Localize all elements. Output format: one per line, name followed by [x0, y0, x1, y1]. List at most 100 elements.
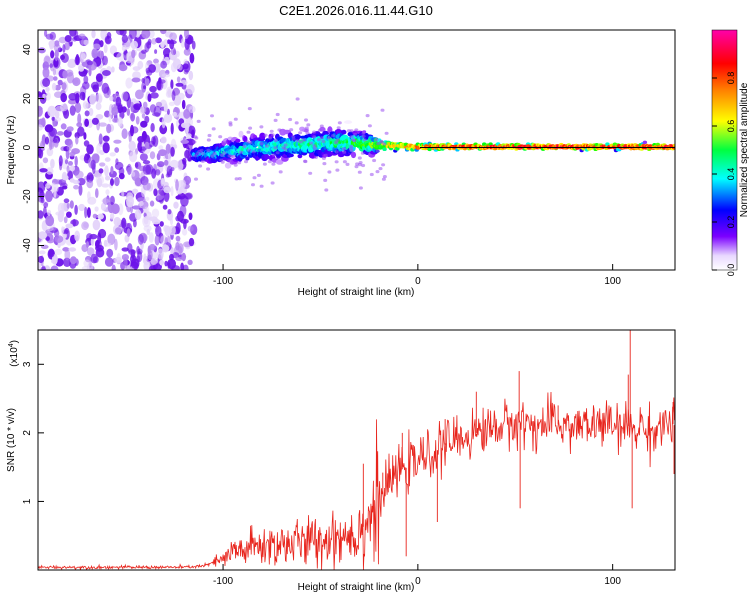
noise-blob [118, 172, 125, 180]
noise-blob [111, 106, 119, 116]
ridge-scatter [375, 149, 380, 153]
ridge-scatter [196, 119, 201, 123]
noise-blob [90, 237, 95, 247]
ridge-scatter [313, 146, 317, 150]
ridge-scatter [353, 132, 358, 136]
noise-blob [45, 33, 54, 40]
noise-blob [111, 203, 120, 215]
noise-blob [180, 139, 189, 144]
ridge-scatter [304, 118, 308, 122]
ridge-cell [238, 130, 244, 138]
noise-blob [125, 77, 133, 89]
noise-blob [96, 143, 101, 154]
noise-blob [112, 117, 119, 123]
noise-blob [142, 164, 152, 176]
noise-blob [69, 151, 76, 156]
ridge-scatter [239, 150, 244, 154]
ridge-scatter [335, 168, 340, 172]
snr-plot-area [38, 330, 675, 570]
noise-blob [106, 248, 114, 258]
noise-blob [52, 56, 61, 69]
noise-blob [66, 144, 72, 152]
y-tick-label: 1 [22, 498, 33, 504]
noise-blob [163, 47, 171, 58]
ridge-scatter [337, 121, 342, 125]
snr-spikes [362, 330, 675, 557]
ridge-scatter [222, 151, 227, 155]
ridge-scatter [358, 161, 363, 165]
noise-blob [38, 210, 44, 219]
ridge-cell [427, 147, 432, 152]
noise-blob [180, 179, 186, 189]
noise-blob [169, 159, 179, 169]
ridge-scatter [334, 150, 339, 154]
ridge-scatter [349, 149, 354, 153]
noise-blob [72, 77, 81, 87]
spectrogram-y-label: Frequency (Hz) [6, 116, 17, 185]
noise-blob [74, 102, 82, 114]
noise-blob [86, 207, 91, 218]
ridge-scatter [233, 117, 238, 121]
noise-blob [69, 30, 77, 37]
ridge-scatter [372, 158, 377, 163]
noise-blob [105, 175, 111, 181]
ridge-scatter [246, 130, 251, 134]
noise-blob [182, 63, 189, 70]
noise-blob [38, 250, 46, 255]
ridge-scatter [334, 140, 338, 145]
ridge-scatter [362, 138, 367, 142]
ridge-scatter [289, 128, 294, 132]
noise-blob [162, 204, 168, 210]
x-tick-label: 100 [604, 276, 621, 287]
noise-blob [142, 101, 148, 110]
noise-blob [121, 34, 129, 43]
noise-blob [79, 91, 86, 101]
noise-blob [188, 70, 194, 81]
ridge-cell [350, 151, 357, 159]
noise-blob [163, 190, 170, 203]
noise-blob [64, 35, 72, 43]
ridge-scatter [251, 150, 256, 154]
ridge-scatter [206, 167, 211, 171]
colorbar-ticks: 0.0 0.2 0.4 0.6 0.8 [712, 72, 736, 276]
ridge-scatter [308, 171, 313, 175]
noise-blob [170, 186, 174, 197]
noise-blob [38, 105, 43, 117]
spectrogram-frame [37, 29, 676, 271]
ridge-scatter [355, 162, 360, 166]
snr-scale-label: (x104) [8, 340, 20, 367]
noise-blob [149, 200, 155, 207]
ridge-scatter [259, 142, 264, 146]
noise-blob [188, 105, 196, 114]
noise-blob [83, 75, 89, 84]
ridge-scatter [357, 156, 362, 160]
ridge-scatter [211, 127, 216, 131]
noise-blob [176, 76, 181, 83]
noise-blob [92, 43, 101, 50]
noise-blob [82, 39, 90, 46]
ridge-scatter [234, 177, 239, 181]
ridge-scatter [251, 183, 255, 187]
noise-blob [86, 144, 94, 155]
ridge-cell [341, 129, 347, 135]
ridge-scatter [227, 159, 232, 163]
ridge-scatter [237, 161, 242, 165]
noise-blob [180, 37, 186, 48]
noise-blob [83, 132, 87, 140]
noise-blob [182, 157, 187, 165]
noise-blob [140, 146, 147, 151]
ridge-scatter [220, 160, 225, 164]
noise-blob [182, 228, 188, 236]
noise-blob [50, 158, 55, 169]
noise-blob [170, 122, 174, 135]
noise-blob [150, 92, 159, 99]
noise-blob [38, 181, 46, 193]
noise-blob [121, 247, 129, 252]
noise-blob [109, 45, 117, 55]
noise-blob [68, 161, 73, 166]
noise-blob [67, 170, 73, 181]
noise-blob [84, 206, 88, 219]
noise-blob [158, 79, 166, 84]
noise-blob [42, 157, 49, 164]
noise-blob [60, 103, 68, 112]
